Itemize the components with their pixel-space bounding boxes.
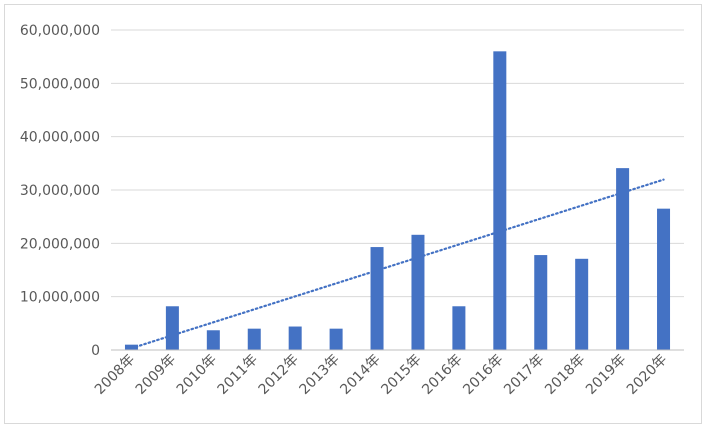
bar: [288, 326, 302, 350]
x-tick-label: 2014年: [337, 352, 383, 398]
x-tick-label: 2017年: [501, 352, 547, 398]
x-tick-label: 2009年: [133, 352, 179, 398]
bar: [493, 51, 507, 350]
x-tick-label: 2011年: [215, 352, 261, 398]
bar: [206, 330, 220, 350]
gridlines: [111, 29, 684, 298]
bar: [329, 328, 343, 350]
y-tick-label: 0: [91, 343, 100, 359]
y-tick-label: 20,000,000: [20, 236, 100, 252]
x-tick-label: 2016年: [419, 352, 465, 398]
y-tick-label: 10,000,000: [20, 290, 100, 306]
bar: [411, 234, 425, 350]
bar: [165, 306, 179, 350]
x-tick-label: 2013年: [297, 352, 343, 398]
bar: [534, 255, 548, 350]
x-tick-label: 2016年: [460, 352, 506, 398]
x-tick-label: 2018年: [542, 352, 588, 398]
x-tick-label: 2015年: [378, 352, 424, 398]
chart-frame: [4, 4, 702, 424]
bar: [657, 208, 671, 350]
x-tick-label: 2010年: [174, 352, 220, 398]
bar: [616, 168, 630, 350]
bars: [124, 51, 671, 350]
bar: [575, 258, 589, 350]
y-tick-label: 60,000,000: [20, 23, 100, 39]
y-axis: 0 10,000,000 20,000,000 30,000,000 40,000,00…: [20, 23, 100, 359]
bar: [247, 328, 261, 350]
trendline: [130, 178, 665, 350]
y-tick-label: 50,000,000: [20, 76, 100, 92]
bar: [370, 247, 384, 350]
x-tick-label: 2012年: [256, 352, 302, 398]
y-tick-label: 40,000,000: [20, 130, 100, 146]
bar: [452, 306, 466, 350]
x-tick-label: 2020年: [624, 352, 670, 398]
x-axis: 2008年2009年2010年2011年2012年2013年2014年2015年…: [92, 352, 670, 398]
y-tick-label: 30,000,000: [20, 183, 100, 199]
x-tick-label: 2019年: [583, 352, 629, 398]
